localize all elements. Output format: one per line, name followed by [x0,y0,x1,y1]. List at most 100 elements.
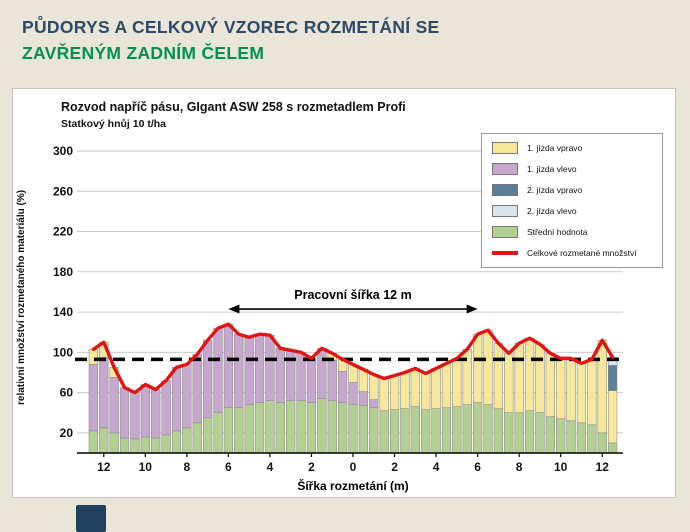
bar-segment [379,410,389,454]
bar-segment [275,348,285,403]
y-tick-label: 20 [60,426,74,440]
bar-segment [587,359,597,426]
x-tick-label: 2 [391,460,398,474]
bar-segment [171,367,182,432]
legend-label: 2. jízda vpravo [527,185,583,195]
legend-swatch [492,251,518,255]
x-tick-label: 2 [308,460,315,474]
bar-segment [192,422,202,454]
x-tick-label: 4 [433,460,440,474]
bar-segment [151,437,161,454]
y-tick-label: 300 [53,144,73,158]
page-title-line1: PŮDORYS A CELKOVÝ VZOREC ROZMETÁNÍ SE [22,17,440,37]
bar-segment [161,434,171,454]
page-header: PŮDORYS A CELKOVÝ VZOREC ROZMETÁNÍ SE ZA… [22,14,440,66]
arrowhead-left [228,304,240,314]
y-tick-label: 140 [53,305,73,319]
bar-segment [462,404,472,454]
bar-segment [472,402,483,454]
x-tick-label: 8 [516,460,523,474]
bar-segment [182,427,192,454]
bar-segment [576,422,587,454]
bar-segment [389,409,400,454]
bar-segment [317,348,327,399]
total-line [91,322,615,395]
y-tick-label: 180 [53,265,73,279]
bar-segment [504,412,514,454]
x-tick-label: 12 [596,460,610,474]
x-tick-label: 6 [474,460,481,474]
bar-segment [337,371,348,403]
bar-segment [265,334,275,401]
bar-segment [545,416,555,454]
bar-segment [441,363,452,408]
bar-segment [265,400,275,454]
bar-segment [431,408,441,454]
bar-segment [607,390,618,444]
bar-segment [254,402,265,454]
bar-segment [223,407,234,454]
bar-segment [358,405,369,454]
bar-segment [576,363,587,424]
bar-segment [587,424,597,454]
bar-segment [275,402,285,454]
bar-segment [171,430,182,454]
bar-segment [306,402,317,454]
bar-segment [597,432,607,454]
bar-segment [348,404,358,454]
legend-item: Střední hodnota [492,226,652,238]
bar-segment [296,400,306,454]
legend-swatch [492,163,518,175]
bar-segment [202,339,213,419]
bar-segment [452,358,462,407]
bar-segment [483,329,493,405]
bar-segment [472,333,483,403]
bar-segment [431,368,441,410]
bar-segment [410,406,420,454]
bar-segment [348,382,358,405]
bar-segment [119,437,130,454]
bar-segment [213,327,223,414]
bar-segment [369,399,379,409]
bar-segment [514,342,524,414]
bar-segment [88,349,99,365]
legend-swatch [492,142,518,154]
bar-segment [369,374,379,400]
bar-segment [379,378,389,412]
y-tick-label: 220 [53,225,73,239]
bar-segment [327,360,337,401]
bar-segment [556,418,566,454]
legend-label: 1. jízda vlevo [527,164,577,174]
x-tick-label: 0 [350,460,357,474]
bar-segment [234,407,244,454]
x-tick-label: 4 [267,460,274,474]
bar-segment [244,404,254,454]
bar-segment [493,342,504,410]
legend-label: Střední hodnota [527,227,588,237]
bar-segment [99,357,109,429]
y-tick-label: 100 [53,345,73,359]
bar-segment [99,427,109,454]
work-width-label: Pracovní šířka 12 m [294,288,411,302]
bar-segment [130,438,140,454]
bar-segment [130,392,140,440]
bar-segment [109,432,119,454]
bar-segment [202,417,213,454]
x-tick-label: 12 [97,460,111,474]
x-axis-label: Šířka rozmetání (m) [297,478,408,493]
bar-segment [504,353,514,414]
bar-segment [140,436,150,454]
y-axis-label: relativní množství rozmetaného materiálu… [16,189,27,405]
chart-subtitle: Statkový hnůj 10 t/ha [61,118,167,130]
legend-item: 2. jízda vlevo [492,205,652,217]
bar-segment [524,337,535,412]
bar-segment [358,391,369,406]
bar-segment [535,412,545,454]
bar-segment [182,364,192,429]
bar-segment [556,358,566,420]
bar-segment [566,420,576,454]
bar-segment [607,365,618,391]
x-tick-label: 10 [139,460,153,474]
